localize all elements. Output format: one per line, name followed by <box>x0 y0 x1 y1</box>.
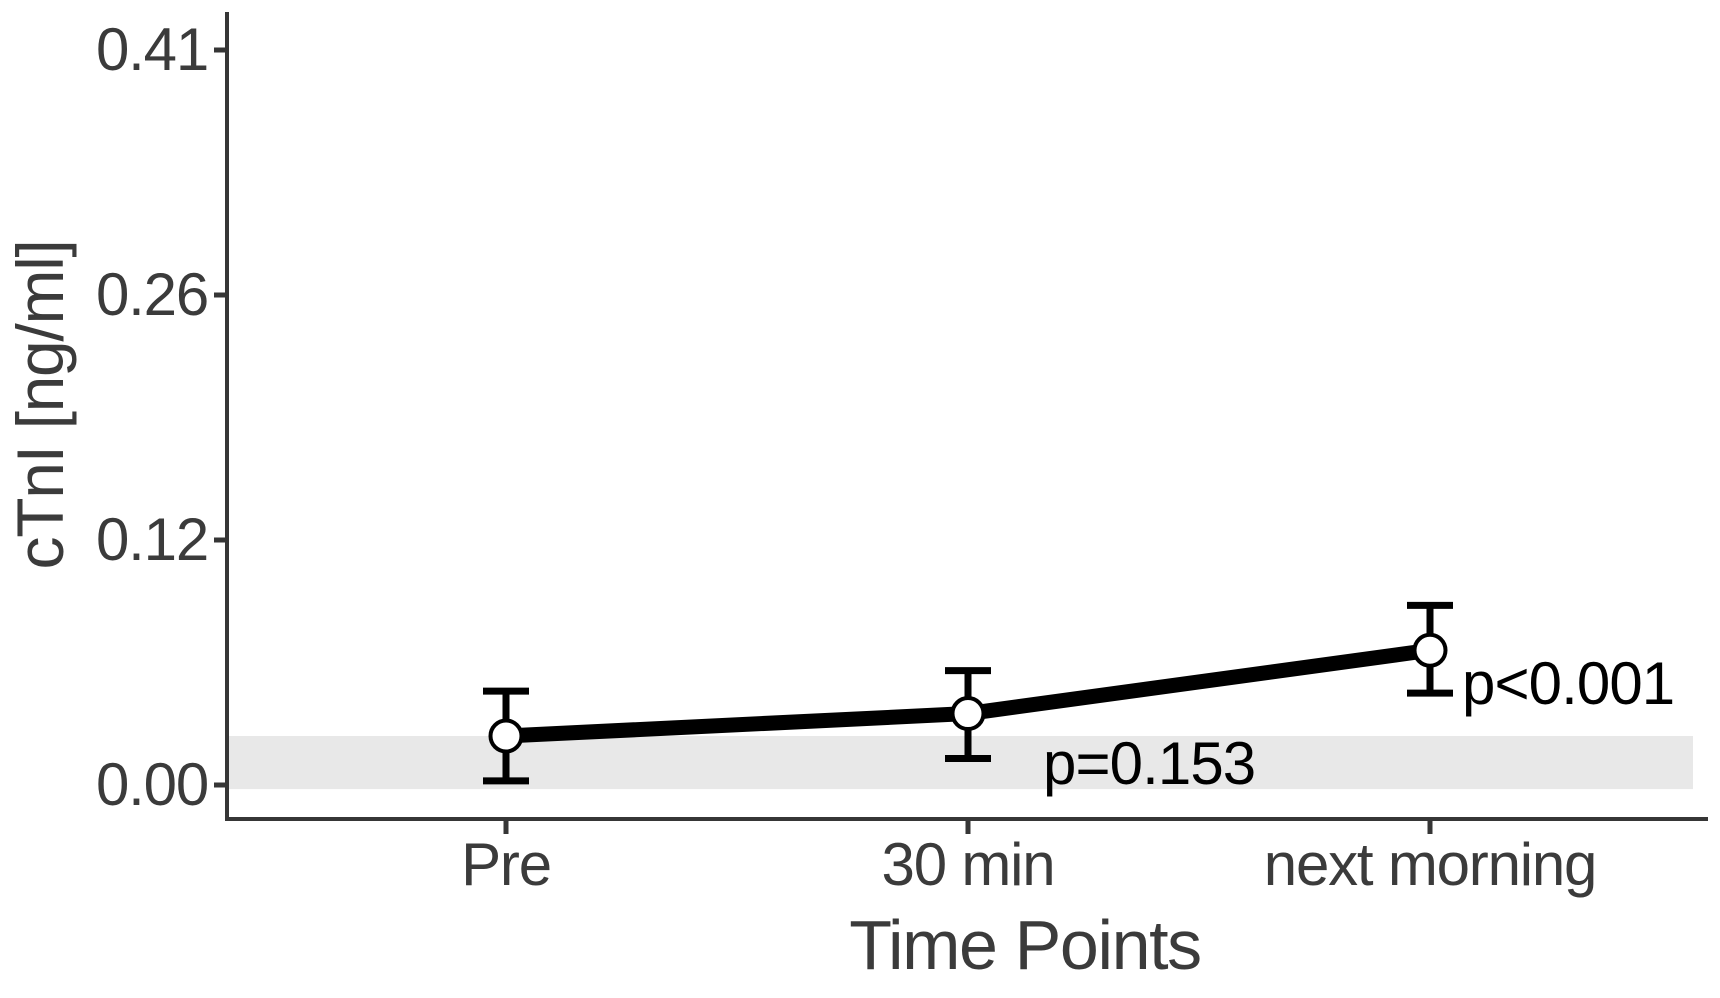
x-tick-label: 30 min <box>881 831 1056 898</box>
data-point-marker <box>488 718 524 754</box>
annotation-p-next-morning: p<0.001 <box>1462 650 1675 717</box>
data-point-marker <box>950 696 986 732</box>
y-tick-label: 0.12 <box>96 506 209 573</box>
annotation-p-30min: p=0.153 <box>1043 730 1256 797</box>
data-point-marker <box>1412 632 1448 668</box>
y-tick-label: 0.26 <box>96 261 209 328</box>
y-axis-title: cTnI [ng/ml] <box>3 240 77 570</box>
x-axis-title: Time Points <box>849 906 1202 984</box>
y-tick-label: 0.41 <box>96 16 209 83</box>
reference-band <box>227 736 1693 790</box>
x-tick-label: next morning <box>1263 831 1598 898</box>
x-tick-label: Pre <box>461 831 552 898</box>
y-tick-label: 0.00 <box>96 751 209 818</box>
